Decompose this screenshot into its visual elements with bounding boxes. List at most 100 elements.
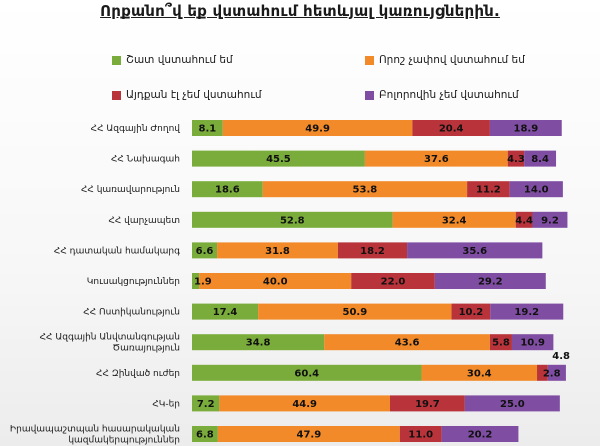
row-label: ՀՀ Ոստիկանություն [83, 308, 180, 318]
bar-segment [192, 395, 220, 412]
legend-label: Որոշ չափով վստահում եմ [379, 54, 525, 66]
data-label: 32.4 [442, 215, 467, 226]
data-label: 29.2 [478, 277, 503, 288]
data-label: 18.2 [360, 246, 385, 257]
legend-swatch [365, 90, 374, 100]
data-label: 20.4 [439, 124, 464, 135]
data-label: 11.0 [408, 430, 433, 441]
bar-segment [192, 273, 200, 289]
bar-segment [192, 364, 422, 381]
bar-segment [407, 242, 543, 259]
bar-segment [509, 181, 563, 198]
legend-label: Բոլորովին չեմ վստահում [379, 89, 519, 101]
bar-segment [192, 334, 325, 351]
data-label: 30.4 [467, 368, 492, 379]
data-label: 9.2 [541, 215, 559, 226]
bar-segment [192, 426, 218, 442]
bar-segment [537, 364, 548, 381]
legend-swatch [112, 55, 121, 65]
data-label: 53.8 [353, 185, 378, 196]
row-label: Իրավապաշտպան հասարակական կազմակերպություն… [10, 425, 180, 446]
data-label: 19.2 [514, 307, 539, 318]
data-label: 45.5 [266, 154, 291, 165]
data-label: 1.9 [194, 277, 212, 288]
row-label: ՀՀ կառավարություն [81, 185, 180, 195]
bar-segment [547, 364, 566, 381]
bar-segment [389, 395, 465, 412]
data-label: 31.8 [265, 246, 290, 257]
legend-label: Շատ վստահում եմ [126, 54, 233, 66]
bar-segment [515, 211, 533, 228]
data-label: 4.4 [515, 215, 533, 226]
row-label: ՀՀ Նախագահ [111, 155, 180, 165]
row-label: ՀՀ Ազգային Ժողով [91, 124, 181, 134]
bar-segment [351, 273, 435, 289]
bar-segment [451, 303, 491, 320]
data-label: 44.9 [292, 399, 317, 410]
data-label: 60.4 [294, 368, 319, 379]
row-label: ՀՀ Ազգային Անվտանգության Ծառայություն [40, 333, 180, 354]
data-label: 6.8 [196, 430, 214, 441]
bar-segment [192, 242, 218, 259]
bar-segment [421, 364, 538, 381]
legend-swatch [365, 55, 374, 65]
data-label: 25.0 [500, 399, 525, 410]
legend-item-very-much: Շատ վստահում եմ [112, 54, 233, 66]
data-label: 50.9 [342, 307, 367, 318]
bar-segment [192, 211, 393, 228]
bar-segment [467, 181, 510, 198]
bar-segment [192, 303, 259, 320]
legend-item-not-at-all: Բոլորովին չեմ վստահում [365, 89, 519, 101]
bar-segment [192, 181, 263, 198]
bar-segment [489, 334, 512, 351]
bar-segment [222, 120, 413, 136]
bar-segment [337, 242, 408, 259]
data-label: 4.8 [552, 351, 570, 362]
bar-segment [217, 242, 338, 259]
data-label: 43.6 [395, 338, 420, 349]
data-label: 7.2 [197, 399, 215, 410]
row-label: ՀՀ վարչապետ [108, 216, 180, 226]
data-label: 34.8 [246, 338, 271, 349]
data-label: 49.9 [305, 124, 330, 135]
chart-legend: Շատ վստահում եմ Որոշ չափով վստահում եմ Ա… [0, 0, 600, 110]
bar-segment [464, 395, 560, 412]
legend-item-somewhat: Որոշ չափով վստահում եմ [365, 54, 525, 66]
data-label: 10.2 [459, 307, 484, 318]
row-label: ՀԿ-եր [152, 399, 180, 409]
data-label: 6.6 [196, 246, 214, 257]
bar-segment [490, 303, 564, 320]
data-label: 8.4 [531, 154, 549, 165]
data-label: 19.7 [415, 399, 440, 410]
bar-segment [392, 211, 516, 228]
row-label: Կուսակցություններ [87, 277, 180, 287]
bar-segment [219, 395, 390, 412]
data-label: 11.2 [476, 185, 501, 196]
legend-swatch [112, 90, 121, 100]
row-label: ՀՀ դատական համակարգ [54, 246, 180, 256]
data-label: 10.9 [520, 338, 545, 349]
bar-segment [511, 334, 554, 351]
data-label: 40.0 [263, 277, 288, 288]
bar-segment [532, 211, 568, 228]
bar-segment [399, 426, 442, 442]
data-label: 35.6 [462, 246, 487, 257]
data-label: 22.0 [381, 277, 406, 288]
row-label: ՀՀ Զինված ուժեր [96, 369, 180, 379]
bar-segment [217, 426, 400, 442]
chart-title: Որքանո՞վ եք վստահում հետևյալ կառույցների… [100, 2, 500, 20]
bar-segment [324, 334, 490, 351]
legend-item-not-much: Այդքան էլ չեմ վստահում [112, 89, 262, 101]
bar-segment [489, 120, 562, 136]
bar-segment [434, 273, 546, 289]
data-label: 17.4 [213, 307, 238, 318]
bar-segment [192, 120, 223, 136]
bar-segment [507, 150, 525, 167]
bar-segment [199, 273, 352, 289]
bar-segment [192, 150, 365, 167]
data-label: 18.9 [513, 124, 538, 135]
data-label: 52.8 [280, 215, 305, 226]
bar-segment [258, 303, 452, 320]
data-label: 8.1 [199, 124, 217, 135]
